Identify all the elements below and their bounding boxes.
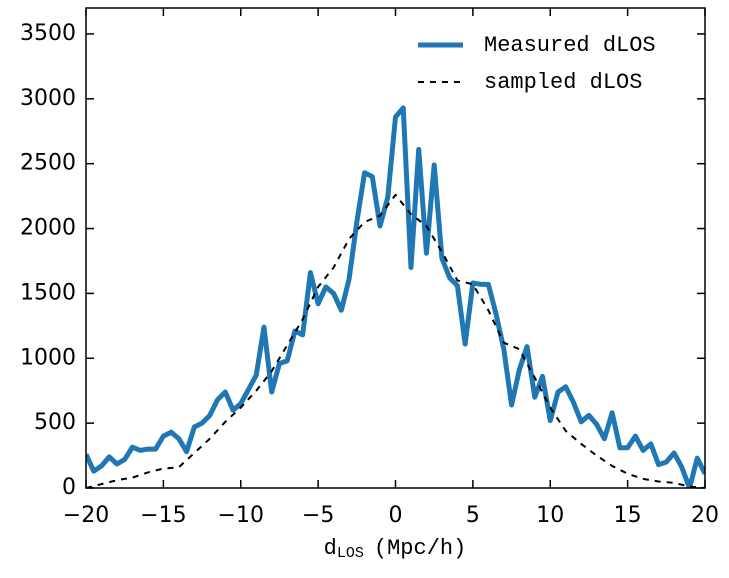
x-tick-label: 15 — [614, 503, 642, 528]
y-tick-label: 1500 — [20, 280, 76, 305]
y-tick-label: 0 — [62, 475, 76, 500]
x-tick-label: 5 — [466, 503, 480, 528]
x-label-unit: (Mpc/h) — [374, 536, 466, 561]
x-label-main: d — [324, 536, 337, 561]
x-tick-label: −15 — [140, 503, 186, 528]
y-tick-label: 3500 — [20, 21, 76, 46]
x-label-sub: LOS — [337, 545, 364, 562]
y-tick-label: 2000 — [20, 216, 76, 241]
data-line — [86, 193, 705, 488]
x-tick-label: 0 — [389, 503, 403, 528]
x-tick-label: −5 — [302, 503, 334, 528]
legend-label: Measured dLOS — [484, 33, 656, 58]
y-tick-label: 3000 — [20, 86, 76, 111]
x-tick-label: 20 — [691, 503, 719, 528]
plot-frame — [85, 7, 706, 489]
x-axis-label: dLOS (Mpc/h) — [324, 536, 467, 562]
y-tick-label: 2500 — [20, 151, 76, 176]
y-tick-label: 500 — [34, 410, 76, 435]
x-tick-label: −10 — [218, 503, 264, 528]
x-tick-label: −20 — [63, 503, 109, 528]
x-tick-label: 10 — [536, 503, 564, 528]
y-tick-label: 1000 — [20, 345, 76, 370]
legend-label: sampled dLOS — [484, 70, 642, 95]
data-line — [86, 105, 705, 488]
